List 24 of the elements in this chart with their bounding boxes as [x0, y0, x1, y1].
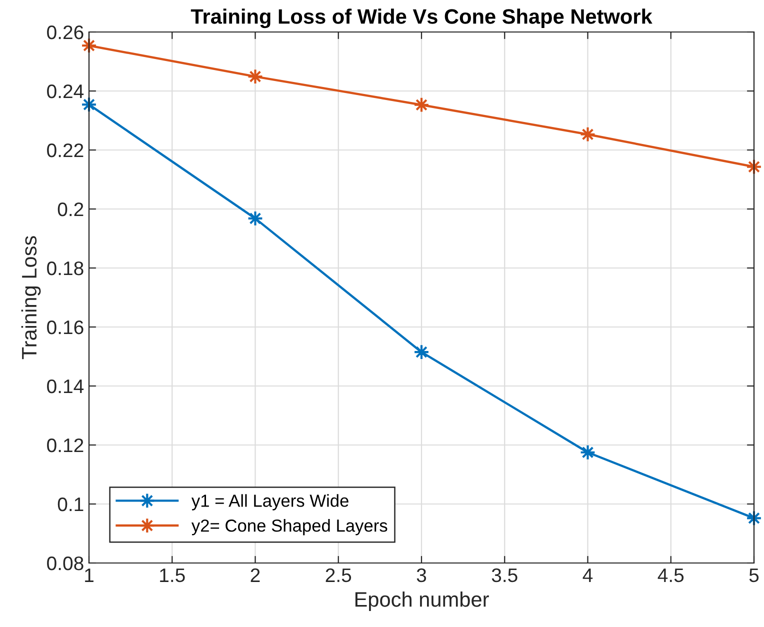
- x-tick-label: 3: [416, 568, 426, 582]
- y-tick-label: 0.18: [47, 261, 84, 276]
- y-tick-label: 0.16: [47, 320, 84, 334]
- y-tick-label: 0.24: [47, 84, 84, 98]
- x-tick-label: 3.5: [492, 568, 518, 582]
- x-tick-label: 4.5: [658, 568, 684, 582]
- y-tick-label: 0.26: [47, 25, 84, 40]
- x-tick-label: 1: [85, 568, 94, 582]
- legend-label: y2= Cone Shaped Layers: [191, 519, 388, 536]
- y-tick-label: 0.14: [47, 379, 84, 394]
- x-tick-label: 4: [582, 568, 593, 582]
- y-tick-label: 0.1: [58, 497, 84, 512]
- x-tick-label: 1.5: [160, 568, 185, 582]
- y-tick-label: 0.12: [47, 438, 84, 452]
- x-tick-label: 5: [749, 568, 759, 582]
- y-tick-label: 0.22: [47, 143, 84, 158]
- y-tick-label: 0.08: [47, 556, 84, 570]
- y-tick-label: 0.2: [58, 202, 84, 216]
- x-tick-label: 2: [250, 568, 260, 582]
- y-axis-title: Training Loss: [21, 236, 41, 360]
- chart-title: Training Loss of Wide Vs Cone Shape Network: [190, 8, 652, 28]
- legend-label: y1 = All Layers Wide: [191, 494, 348, 510]
- x-axis-title: Epoch number: [355, 592, 489, 611]
- x-tick-label: 2.5: [326, 568, 352, 582]
